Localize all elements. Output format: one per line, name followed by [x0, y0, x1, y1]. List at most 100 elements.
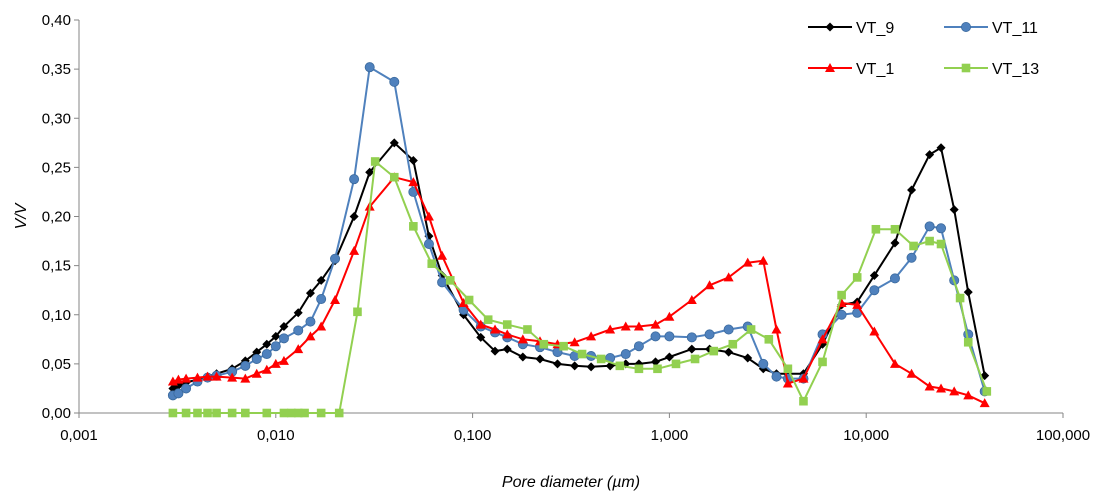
data-point — [723, 272, 734, 282]
data-point — [300, 408, 309, 418]
data-point — [262, 339, 272, 349]
data-point — [193, 408, 202, 418]
data-point — [270, 358, 281, 368]
series-vt-1 — [167, 172, 990, 408]
y-tick-label: 0,20 — [42, 209, 71, 226]
data-point — [949, 205, 959, 215]
data-point — [799, 396, 808, 406]
data-point — [664, 311, 675, 321]
legend-item-vt-11: VT_11 — [944, 20, 1038, 37]
data-point — [742, 257, 753, 267]
data-point — [924, 221, 935, 232]
data-point — [437, 250, 448, 260]
data-point — [871, 224, 881, 234]
data-point — [605, 324, 616, 334]
data-point — [203, 408, 212, 418]
data-point — [650, 319, 661, 329]
legend-item-vt-9: VT_9 — [808, 20, 894, 37]
data-point — [518, 352, 528, 362]
data-point — [464, 295, 474, 305]
series-line — [172, 159, 988, 414]
data-point — [758, 255, 769, 265]
data-point — [620, 321, 631, 331]
legend-marker — [825, 63, 835, 72]
data-point — [181, 373, 192, 383]
data-point — [869, 285, 880, 296]
data-point — [890, 224, 900, 234]
legend-marker — [961, 21, 972, 32]
data-point — [181, 383, 192, 394]
data-point — [650, 331, 661, 342]
data-point — [349, 245, 360, 255]
y-tick-label: 0,00 — [42, 405, 71, 422]
data-point — [837, 290, 846, 300]
data-point — [852, 299, 863, 309]
data-point — [586, 331, 597, 341]
data-point — [423, 211, 434, 221]
data-point — [370, 157, 380, 166]
data-point — [746, 325, 756, 334]
x-tick-label: 0,100 — [454, 427, 492, 444]
data-point — [409, 222, 418, 231]
legend: VT_9 VT_11 VT_1 VT_13 — [808, 20, 1039, 78]
legend-marker — [825, 22, 835, 32]
data-point — [271, 331, 281, 341]
data-point — [389, 76, 400, 87]
data-point — [889, 273, 900, 284]
data-point — [686, 295, 697, 305]
data-point — [483, 315, 493, 324]
legend-label: VT_1 — [856, 61, 894, 78]
data-point — [305, 316, 316, 327]
data-point — [278, 333, 289, 344]
data-point — [389, 172, 399, 182]
data-point — [389, 138, 399, 148]
data-point — [586, 362, 596, 372]
data-point — [771, 371, 782, 382]
data-point — [906, 368, 917, 378]
data-point — [316, 321, 327, 331]
data-point — [690, 354, 700, 364]
data-point — [979, 398, 990, 408]
data-point — [982, 387, 992, 396]
data-point — [437, 277, 448, 288]
data-point — [539, 339, 549, 349]
data-point — [936, 383, 947, 393]
data-point — [423, 239, 434, 250]
data-point — [818, 357, 827, 367]
data-point — [502, 320, 512, 329]
data-point — [192, 372, 203, 382]
data-point — [671, 359, 681, 369]
data-point — [316, 408, 326, 418]
x-tick-label: 10,000 — [843, 427, 889, 444]
data-point — [349, 212, 359, 221]
data-point — [240, 373, 251, 383]
data-point — [651, 357, 661, 367]
data-point — [936, 143, 946, 153]
data-point — [316, 275, 326, 285]
series-vt-13 — [168, 157, 992, 418]
x-tick-label: 0,001 — [60, 427, 98, 444]
data-point — [723, 324, 734, 335]
legend-marker — [961, 63, 971, 73]
data-point — [890, 238, 900, 248]
data-point — [293, 344, 304, 354]
data-point — [490, 324, 501, 334]
data-point — [889, 358, 900, 368]
data-point — [279, 408, 289, 418]
data-point — [502, 329, 513, 339]
data-point — [783, 364, 793, 374]
data-point — [502, 344, 512, 354]
data-point — [293, 325, 304, 336]
data-point — [852, 273, 862, 282]
data-point — [330, 253, 341, 264]
data-point — [764, 335, 774, 344]
series-line — [172, 176, 986, 405]
data-point — [168, 408, 178, 418]
data-point — [552, 359, 562, 369]
data-point — [615, 361, 625, 371]
data-point — [771, 324, 782, 334]
data-point — [334, 408, 344, 418]
legend-item-vt-1: VT_1 — [808, 61, 894, 78]
data-point — [633, 321, 644, 331]
